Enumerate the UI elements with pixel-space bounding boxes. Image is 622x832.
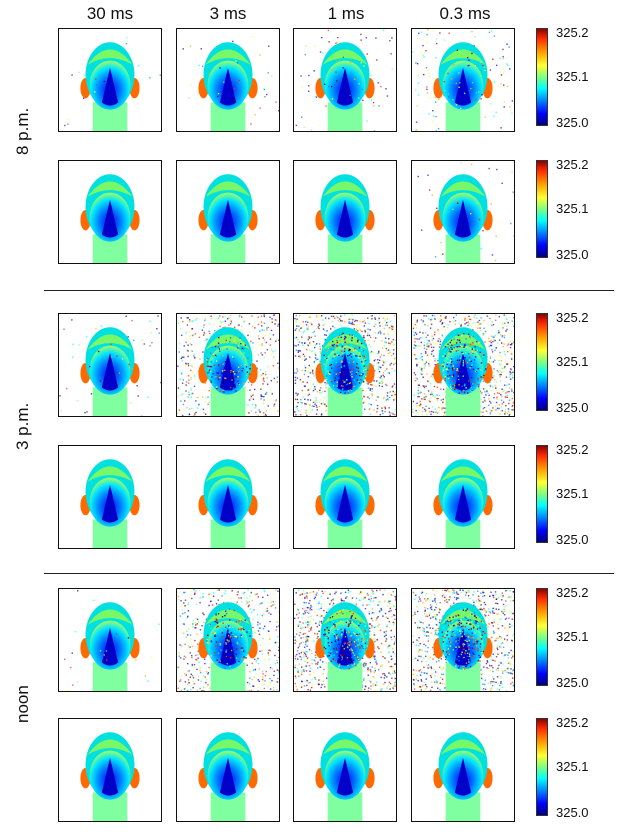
thermal-image-panel [176,28,280,132]
colorbar-tick-label: 325.1 [556,201,589,216]
colorbar-tick-label: 325.1 [556,69,589,84]
colorbar-tick-label: 325.2 [556,585,589,600]
thermal-image-panel [293,313,397,417]
colorbar-tick-label: 325.2 [556,310,589,325]
colorbar-tick-label: 325.1 [556,759,589,774]
colorbar-tick-label: 325.0 [556,675,589,690]
colorbar [536,445,548,543]
row-label-3pm: 3 p.m. [13,402,32,450]
row-label-8pm: 8 p.m. [13,107,32,155]
thermal-image-panel [293,160,397,264]
thermal-image-panel [293,28,397,132]
thermal-image-panel [58,718,162,822]
colorbar-tick-label: 325.2 [556,25,589,40]
thermal-image-panel [411,588,515,692]
colorbar-tick-label: 325.1 [556,354,589,369]
thermal-image-panel [411,313,515,417]
colorbar [536,160,548,258]
thermal-image-panel [58,313,162,417]
thermal-image-panel [411,28,515,132]
colorbar-tick-label: 325.1 [556,486,589,501]
col-header-1ms: 1 ms [327,4,365,23]
thermal-image-panel [58,588,162,692]
col-header-30ms: 30 ms [86,4,134,23]
thermal-image-panel [176,588,280,692]
thermal-image-panel [293,445,397,549]
colorbar [536,28,548,126]
thermal-image-panel [176,718,280,822]
thermal-image-panel [58,160,162,264]
colorbar-tick-label: 325.2 [556,157,589,172]
thermal-image-panel [176,160,280,264]
thermal-image-panel [58,445,162,549]
divider-1 [44,290,614,291]
row-label-noon: noon [13,685,32,723]
colorbar-tick-label: 325.1 [556,629,589,644]
colorbar-tick-label: 325.0 [556,247,589,262]
divider-2 [44,573,614,574]
thermal-image-panel [176,313,280,417]
thermal-image-panel [293,718,397,822]
colorbar-tick-label: 325.2 [556,442,589,457]
colorbar-tick-label: 325.0 [556,805,589,820]
colorbar [536,313,548,411]
thermal-image-panel [293,588,397,692]
colorbar-tick-label: 325.0 [556,532,589,547]
col-header-0p3ms: 0.3 ms [439,4,491,23]
colorbar-tick-label: 325.0 [556,400,589,415]
thermal-image-panel [176,445,280,549]
col-header-3ms: 3 ms [209,4,247,23]
thermal-image-panel [411,445,515,549]
thermal-image-panel [411,160,515,264]
thermal-image-panel [58,28,162,132]
colorbar [536,588,548,686]
colorbar-tick-label: 325.2 [556,715,589,730]
thermal-image-panel [411,718,515,822]
colorbar [536,718,548,816]
colorbar-tick-label: 325.0 [556,115,589,130]
